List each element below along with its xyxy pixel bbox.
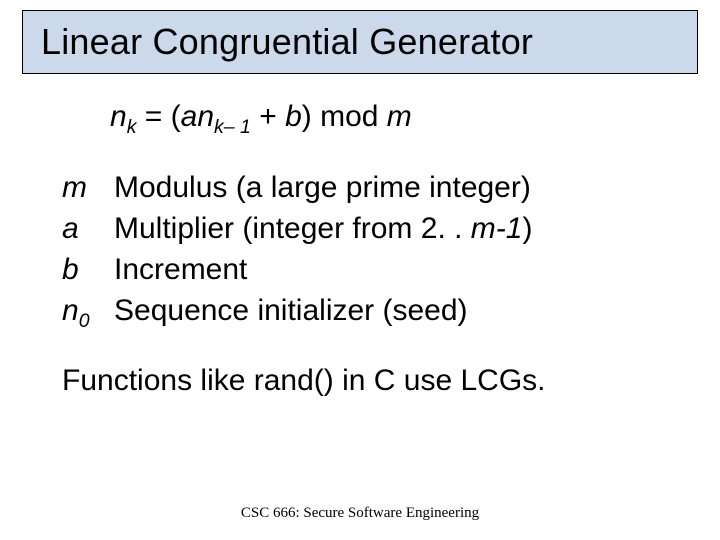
definition-row: m Modulus (a large prime integer) [62,168,680,207]
definition-row: a Multiplier (integer from 2. . m-1) [62,209,680,248]
definition-row: b Increment [62,250,680,289]
formula-equals: = ( [136,100,180,133]
title-box: Linear Congruential Generator [22,10,698,74]
formula-plus: + [251,100,285,133]
definition-row: n0 Sequence initializer (seed) [62,291,680,330]
definition-symbol: n0 [62,291,114,330]
definition-symbol: m [62,168,114,207]
formula-a: a [181,100,198,133]
formula-lhs-sub: k [127,116,137,138]
formula-close: ) mod [302,100,387,133]
slide-body: nk = (ank– 1 + b) mod m m Modulus (a lar… [62,100,680,398]
formula-mid-sub: k– 1 [214,116,251,138]
formula-lhs-var: n [110,100,127,133]
formula-b: b [285,100,302,133]
slide: Linear Congruential Generator nk = (ank–… [0,0,720,540]
definition-desc: Modulus (a large prime integer) [114,168,531,207]
definition-desc: Multiplier (integer from 2. . m-1) [114,209,532,248]
definition-symbol: a [62,209,114,248]
formula-mid-var: n [197,100,214,133]
formula-m: m [387,100,412,133]
definition-desc: Sequence initializer (seed) [114,291,468,330]
footer-text: CSC 666: Secure Software Engineering [0,505,720,522]
closing-text: Functions like rand() in C use LCGs. [62,364,680,398]
definitions-list: m Modulus (a large prime integer) a Mult… [62,168,680,330]
definition-symbol: b [62,250,114,289]
definition-desc: Increment [114,250,247,289]
slide-title: Linear Congruential Generator [41,21,533,63]
formula: nk = (ank– 1 + b) mod m [62,100,680,134]
